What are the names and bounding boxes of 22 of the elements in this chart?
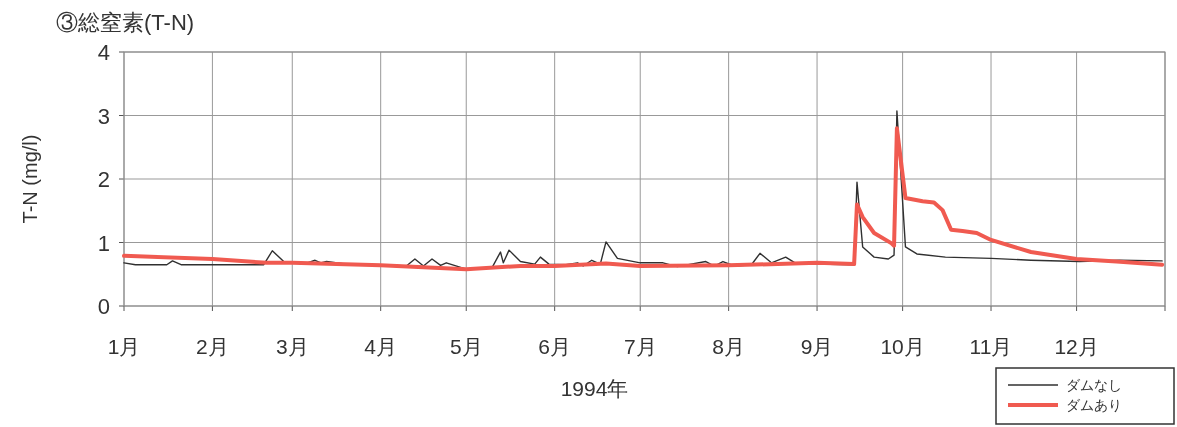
legend-label: ダムなし — [1066, 377, 1122, 393]
x-tick-label: 7月 — [623, 335, 657, 358]
x-tick-label: 12月 — [1054, 335, 1099, 358]
x-tick-label: 6月 — [538, 335, 571, 358]
x-tick-label: 5月 — [449, 335, 483, 358]
y-tick-label: 2 — [97, 167, 110, 192]
x-axis-title: 1994年 — [560, 377, 629, 400]
x-tick-label: 3月 — [275, 335, 309, 358]
y-tick-label: 1 — [97, 230, 110, 256]
x-tick-label: 8月 — [712, 335, 745, 358]
x-tick-label: 10月 — [880, 335, 925, 358]
chart-title: ③総窒素(T-N) — [56, 10, 195, 35]
y-tick-label: 4 — [97, 40, 110, 65]
x-tick-label: 2月 — [196, 335, 229, 358]
x-tick-label: 9月 — [800, 335, 834, 358]
x-tick-label: 11月 — [969, 335, 1013, 358]
x-tick-label: 1月 — [107, 335, 141, 358]
y-axis-title: T-N (mg/l) — [19, 134, 41, 224]
legend-label: ダムあり — [1066, 397, 1122, 413]
x-tick-label: 4月 — [364, 335, 398, 358]
y-tick-label: 3 — [97, 103, 110, 129]
y-tick-label: 0 — [97, 294, 110, 319]
